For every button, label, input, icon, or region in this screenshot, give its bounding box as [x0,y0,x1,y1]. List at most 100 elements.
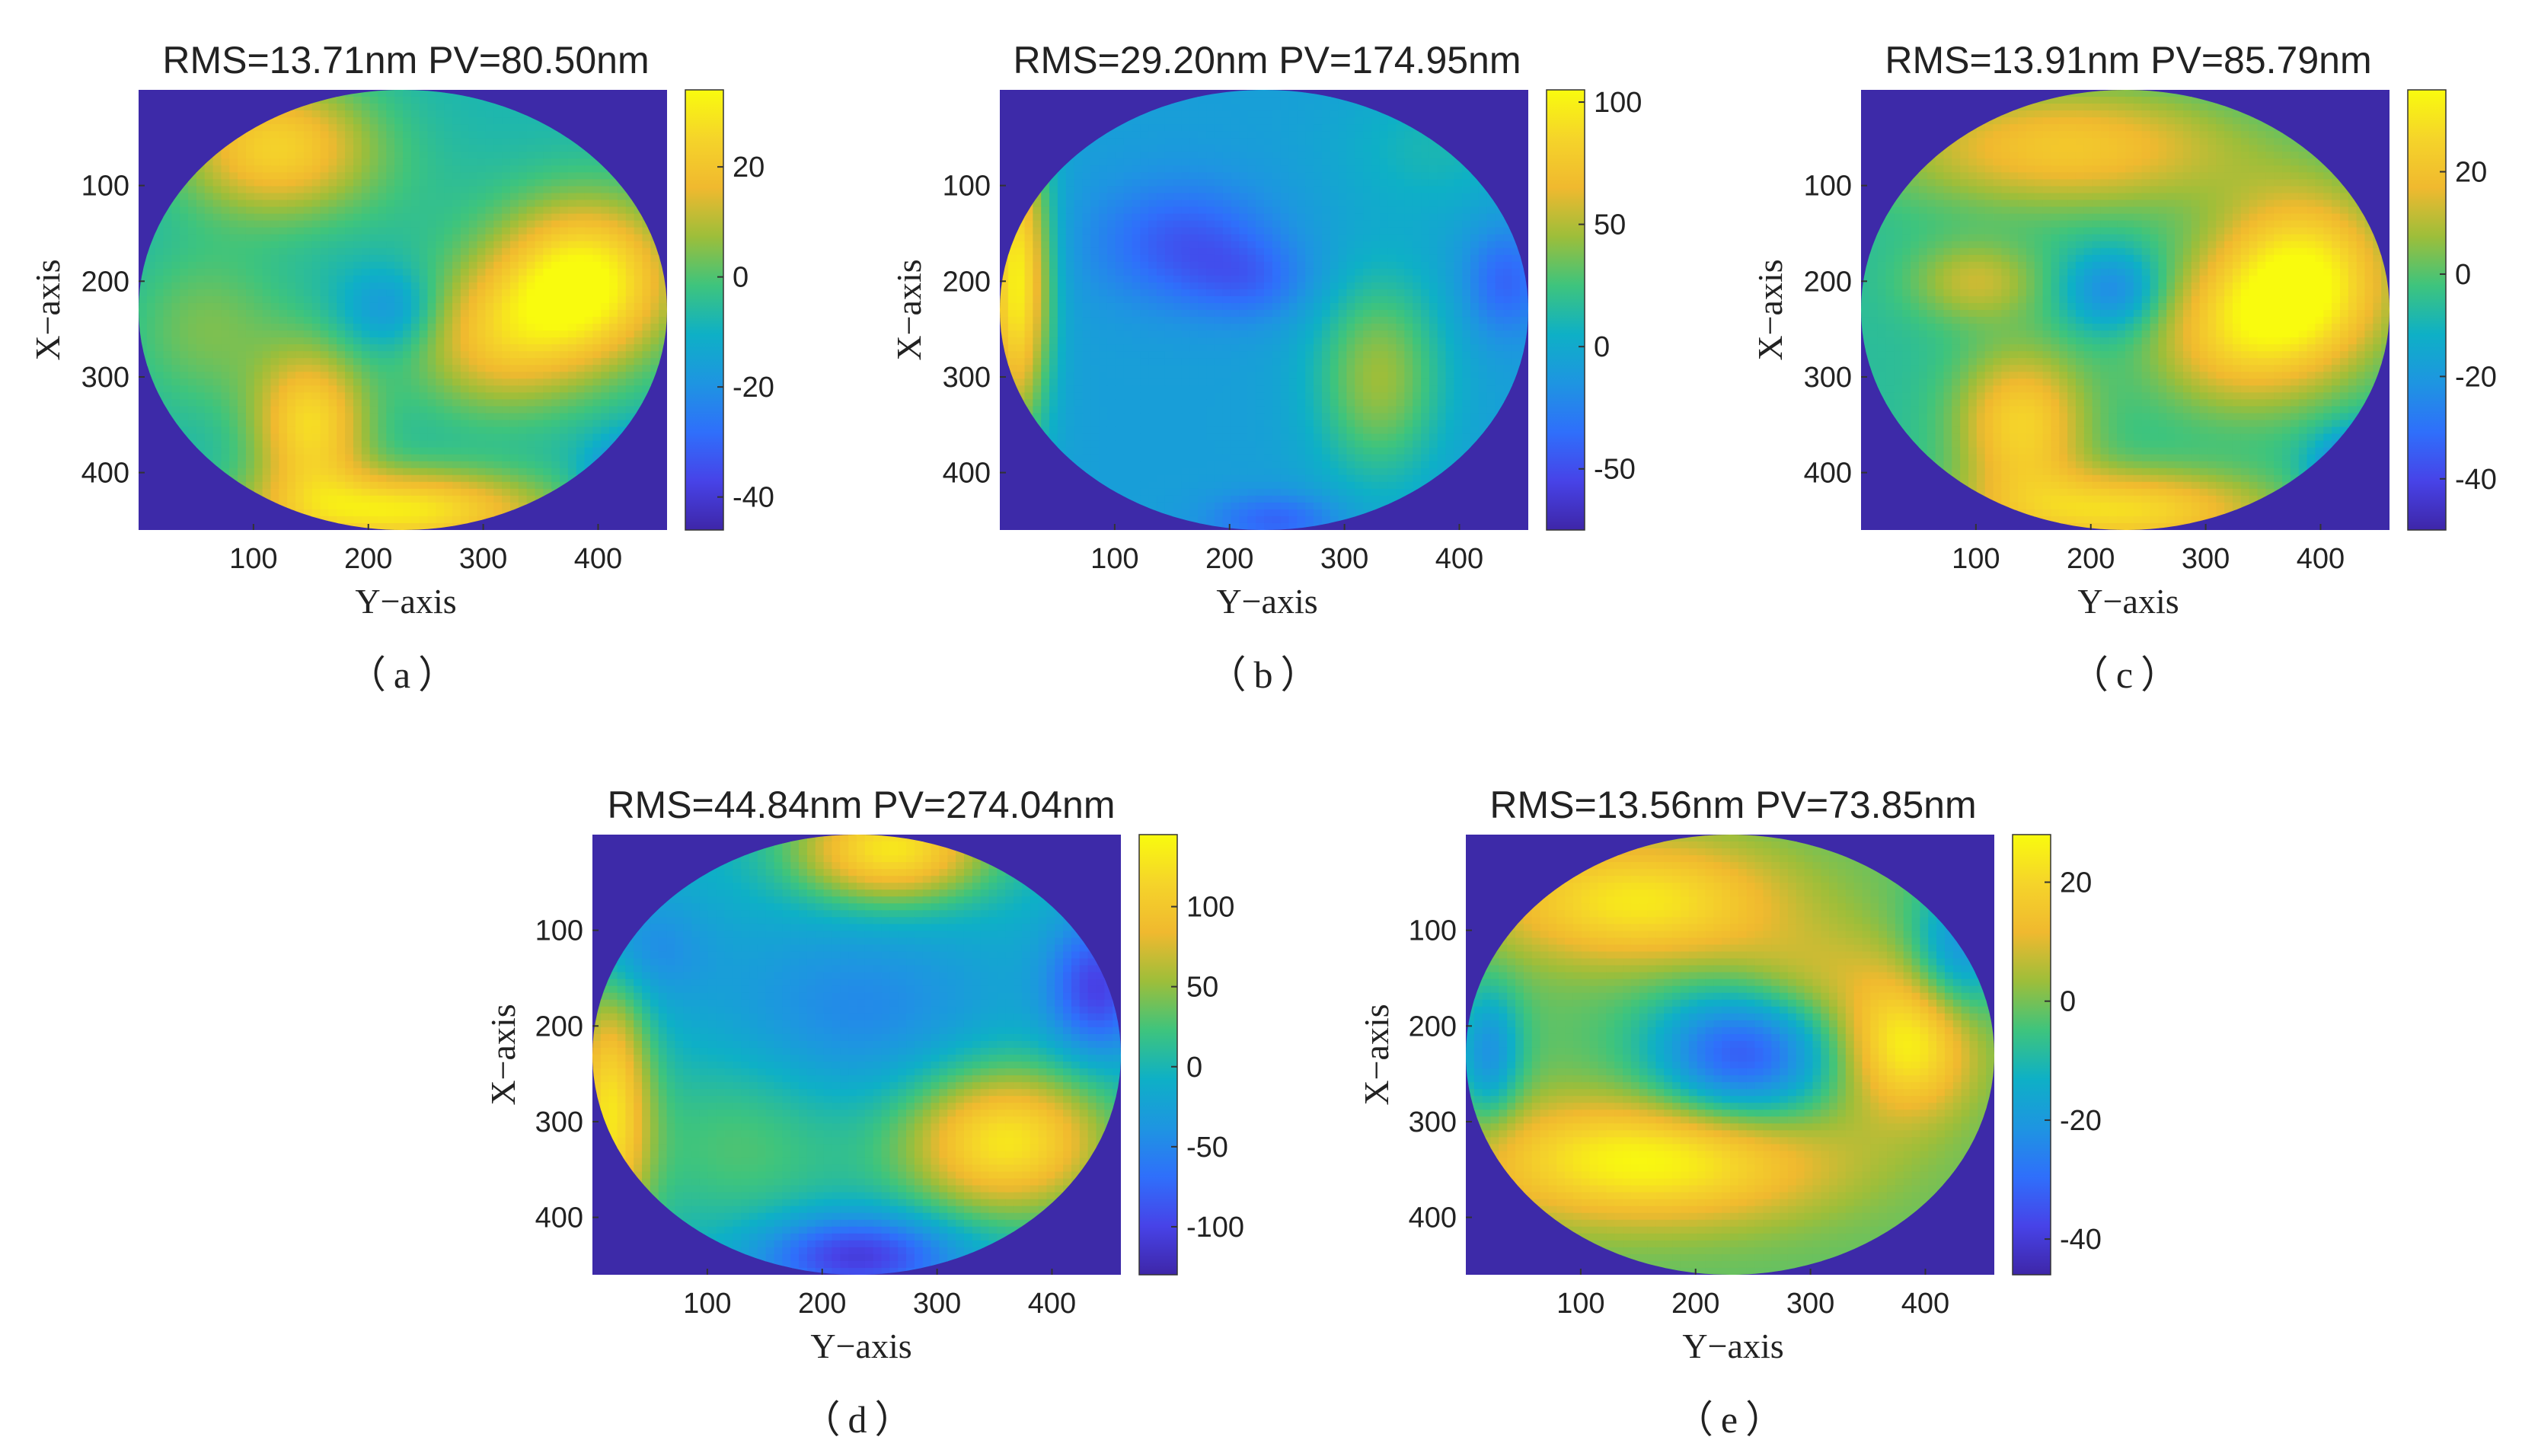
panel-a-cell [452,413,461,421]
panel-b-cell [1198,152,1207,159]
panel-a-cell [485,268,494,276]
panel-a-cell [361,97,371,104]
panel-a-cell [485,481,494,490]
panel-a-cell [477,165,487,173]
panel-a-cell [171,399,180,407]
panel-b-cell [1387,145,1397,152]
panel-a-cell [560,474,569,483]
panel-a-cell [361,282,371,290]
panel-a-cell [229,378,238,386]
panel-a-cell [345,282,354,290]
panel-a-cell [353,241,362,249]
panel-a-cell [468,234,478,242]
panel-a-cell [378,392,387,401]
panel-b-cell [1181,138,1191,145]
panel-a-cell [353,392,362,401]
panel-a-cell [386,344,395,352]
panel-a-cell [386,152,395,159]
panel-a-cell [394,378,404,386]
panel-a-cell [295,468,305,476]
panel-a-cell [560,317,569,324]
panel-a-cell [254,247,263,256]
panel-a-cell [328,179,337,187]
panel-a-x-tick-label: 300 [459,543,507,575]
panel-a-cell [212,433,222,442]
panel-b-cell [1115,165,1125,173]
panel-a-cell [254,234,263,242]
panel-a-cell [526,302,536,311]
panel-a-cell [295,488,305,497]
panel-a-cell [468,145,478,152]
panel-a-cell [196,234,206,242]
panel-a-cell [303,302,313,311]
panel-a-cell [188,206,197,215]
panel-a-cell [378,378,387,386]
panel-a-cell [567,165,577,173]
panel-a-cell [468,358,478,366]
panel-a-cell [493,254,503,263]
panel-a-cell [204,337,214,345]
panel-a-cell [369,509,379,517]
panel-b-cell [1164,138,1174,145]
panel-a-cell [180,330,189,338]
panel-a-cell [353,509,362,517]
panel-b-cell [1148,165,1157,173]
panel-a-cell [576,247,586,256]
panel-a-cell [245,220,255,228]
panel-a-cell [436,172,445,180]
panel-a-cell [650,330,659,338]
panel-a-cell [526,200,536,208]
panel-a-cell [609,200,618,208]
panel-a-cell [468,420,478,428]
panel-a-cell [410,344,420,352]
panel-a-cell [625,289,635,297]
panel-a-cell [353,358,362,366]
panel-a-cell [311,420,321,428]
panel-a-cell [518,426,528,435]
panel-a-cell [403,234,412,242]
panel-a-cell [502,247,511,256]
panel-a-cell [477,481,487,490]
panel-a-cell [419,247,429,256]
panel-a-cell [502,158,511,166]
panel-a-cell [535,227,544,235]
panel-a-cell [212,206,222,215]
panel-b-cell [1065,179,1075,187]
panel-a-cell [311,447,321,455]
panel-a-cell [659,295,667,304]
panel-a-cell [518,282,528,290]
panel-a-cell [444,165,453,173]
panel-a-cell [204,261,214,270]
panel-a-cell [452,481,461,490]
panel-b-cell [1314,97,1323,104]
panel-a-cell [188,337,197,345]
panel-a-cell [419,213,429,222]
panel-a-cell [196,179,206,187]
panel-a-cell [485,179,494,187]
panel-a-cell [369,406,379,414]
panel-a-cell [139,268,148,276]
panel-a-cell [369,110,379,118]
panel-a-cell [468,495,478,503]
panel-a-cell [493,234,503,242]
panel-a-cell [460,399,470,407]
panel-a-cell [204,433,214,442]
panel-a-cell [328,310,337,318]
panel-a-cell [163,399,172,407]
panel-a-cell [171,310,180,318]
panel-a-cell [311,351,321,359]
panel-a-cell [245,344,255,352]
panel-a-cell [229,289,238,297]
panel-a-cell [320,358,330,366]
panel-a-cell [551,433,560,442]
panel-a-cell [221,461,230,469]
panel-a-cell [584,227,594,235]
panel-a-cell [386,241,395,249]
panel-a-cell [254,220,263,228]
panel-a-cell [403,488,412,497]
panel-a-cell [403,481,412,490]
panel-a-cell [468,433,478,442]
panel-a-cell [345,254,354,263]
panel-a-cell [567,145,577,152]
panel-a-cell [378,447,387,455]
